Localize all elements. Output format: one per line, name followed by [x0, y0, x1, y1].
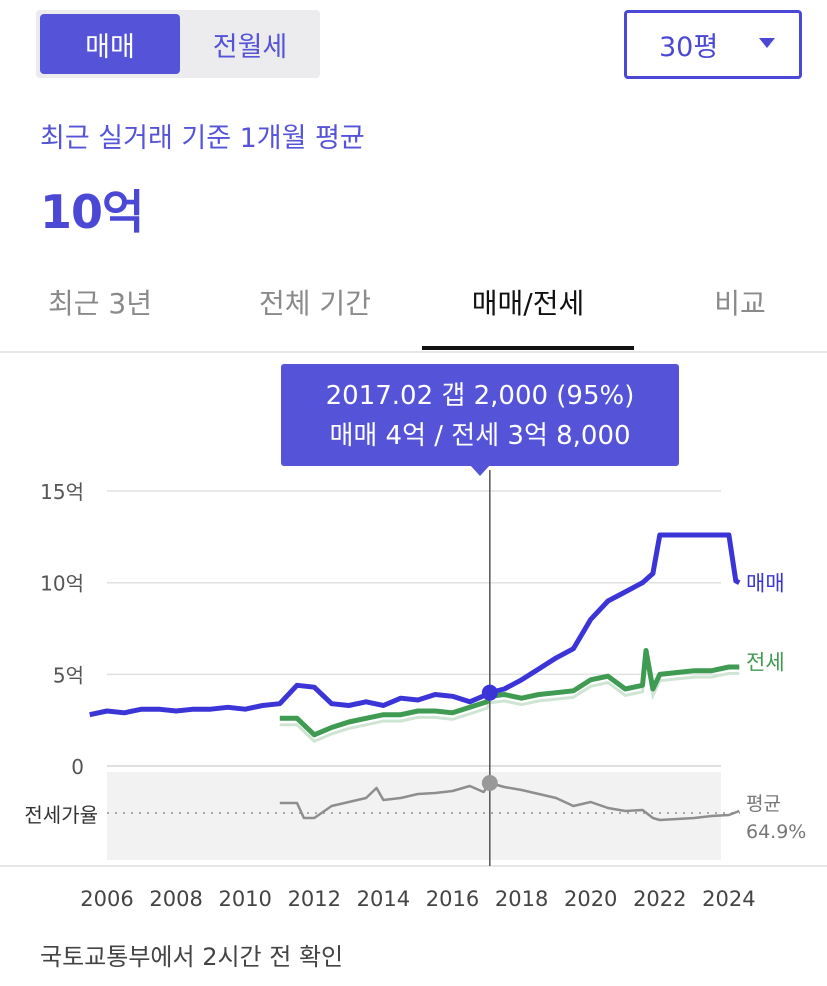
ratio-average-value: 64.9% [746, 821, 806, 843]
tab-recent-3y[interactable]: 최근 3년 [48, 287, 152, 320]
tooltip-price-line: 매매 4억 / 전세 3억 8,000 [329, 421, 631, 451]
jeonse-range-band [279, 656, 740, 744]
active-tab-indicator [422, 346, 634, 350]
x-tick-label: 2010 [218, 887, 271, 911]
size-dropdown-value: 30평 [659, 32, 719, 63]
tab-compare[interactable]: 비교 [714, 287, 766, 320]
y-tick-label: 15억 [40, 480, 84, 504]
x-tick-label: 2022 [633, 887, 686, 911]
x-tick-label: 2020 [564, 887, 617, 911]
rent-tab-button[interactable]: 전월세 [212, 31, 288, 63]
ratio-series-label: 전세가율 [24, 803, 98, 827]
x-tick-label: 2018 [495, 887, 548, 911]
ratio-highlight-marker [481, 775, 498, 791]
data-source-note: 국토교통부에서 2시간 전 확인 [40, 943, 344, 971]
x-tick-label: 2016 [426, 887, 479, 911]
y-tick-label: 10억 [40, 572, 84, 596]
y-tick-label: 5억 [53, 663, 84, 687]
tabs-divider [0, 351, 827, 353]
price-history-chart[interactable]: 15억 10억 5억 0 2006 2008 2010 2012 2014 2016 2018 202… [0, 470, 827, 930]
jeonse-series-line [279, 648, 740, 738]
tooltip-gap-line: 2017.02 갭 2,000 (95%) [325, 381, 635, 411]
x-tick-label: 2012 [288, 887, 341, 911]
deal-type-toggle: 매매 전월세 [36, 10, 320, 78]
price-basis-label: 최근 실거래 기준 1개월 평균 [40, 123, 365, 154]
y-tick-label: 0 [71, 755, 84, 779]
sale-tab-button[interactable]: 매매 [40, 14, 180, 74]
ratio-panel-bg [107, 772, 721, 860]
x-tick-label: 2014 [357, 887, 410, 911]
tooltip-pointer [470, 465, 490, 476]
chart-tooltip: 2017.02 갭 2,000 (95%) 매매 4억 / 전세 3억 8,00… [281, 364, 679, 466]
size-dropdown[interactable]: 30평 [624, 10, 802, 79]
sale-series-label: 매매 [746, 572, 785, 596]
caret-down-icon [759, 38, 775, 48]
x-tick-label: 2006 [80, 887, 133, 911]
sale-series-line [89, 532, 741, 718]
x-tick-label: 2008 [149, 887, 202, 911]
tab-all-period[interactable]: 전체 기간 [259, 287, 371, 320]
average-price: 10억 [40, 185, 144, 239]
x-tick-label: 2024 [702, 887, 755, 911]
period-tabs: 최근 3년 전체 기간 매매/전세 비교 [0, 270, 827, 352]
tab-sale-jeonse[interactable]: 매매/전세 [471, 287, 585, 320]
sale-highlight-marker [481, 684, 498, 701]
ratio-average-label: 평균 [746, 793, 781, 815]
jeonse-series-label: 전세 [746, 650, 785, 674]
